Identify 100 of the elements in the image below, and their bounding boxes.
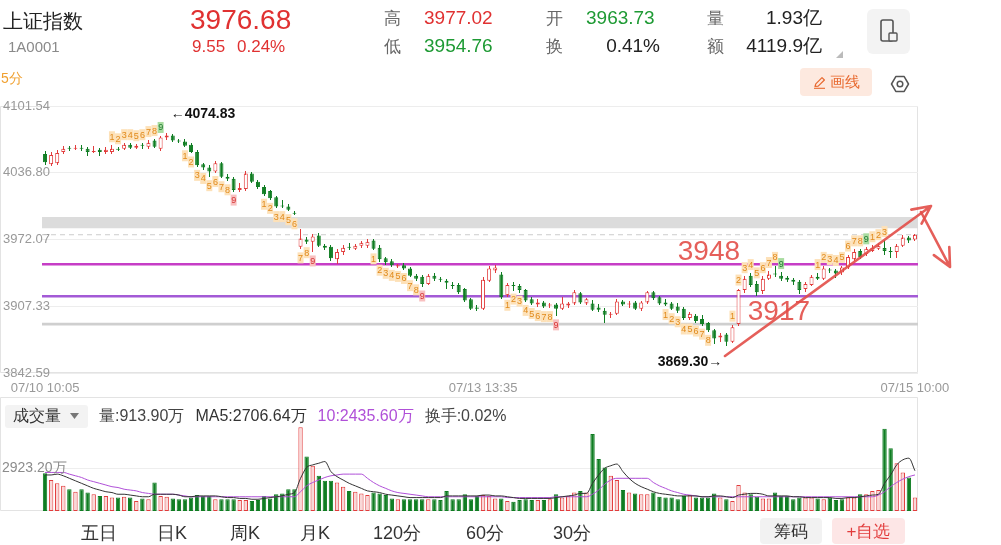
text: 4 (523, 305, 529, 316)
text: 9 (863, 233, 869, 244)
text: 7 (766, 257, 772, 268)
text: 4 (200, 173, 206, 184)
text: 1 (182, 150, 188, 161)
text: 7 (851, 235, 857, 246)
text: 周K (229, 521, 261, 545)
text: 5 (395, 271, 401, 282)
y-tick-label: 3907.33 (3, 297, 50, 313)
text: 3 (517, 296, 523, 307)
dropdown-button: 成交量 (5, 404, 88, 428)
text: 30分 (552, 521, 592, 545)
text: 10:2435.60万 (317, 405, 414, 426)
text: 量:913.90万 (99, 405, 185, 426)
text: 8 (152, 125, 158, 136)
text: 3954.76 (424, 34, 493, 58)
text: 0.24% (237, 35, 286, 57)
text: 1 (869, 231, 875, 242)
text: 8 (547, 311, 553, 322)
text: 9 (778, 258, 784, 269)
text: 60分 (465, 521, 505, 545)
text: 2 (875, 229, 881, 240)
text: 8 (225, 184, 231, 195)
text: 6 (845, 241, 851, 252)
text: 1 (663, 309, 669, 320)
text: 4 (389, 270, 395, 281)
text: 4119.9亿 (746, 34, 822, 58)
text: 7 (541, 311, 547, 322)
text: 2 (267, 203, 273, 214)
text: 5 (687, 323, 693, 334)
text: 换手:0.02% (424, 405, 507, 426)
text: 3 (742, 262, 748, 273)
text: 7 (145, 126, 151, 137)
text: 6 (401, 273, 407, 284)
x-tick-label: 07/15 10:00 (880, 380, 950, 396)
text: 4 (681, 323, 687, 334)
text: 五日 (81, 521, 117, 545)
annotation: 3869.30→ (657, 353, 723, 370)
text: 6 (693, 326, 699, 337)
text: 9 (231, 195, 237, 206)
text: 5 (285, 214, 291, 225)
text: 9 (553, 319, 559, 330)
text: 2 (115, 133, 121, 144)
text: 1A0001 (8, 36, 60, 56)
x-tick-label: 07/13 13:35 (448, 380, 518, 396)
text: MA5:2706.64万 (195, 405, 307, 426)
text: 2 (821, 252, 827, 263)
text: 月K (299, 521, 331, 545)
text: 8 (304, 247, 310, 258)
text: 2 (669, 313, 675, 324)
text: 高 (384, 7, 401, 29)
text: 上证指数 (3, 8, 83, 34)
text: 1.93亿 (766, 6, 822, 30)
text: 2 (188, 156, 194, 167)
text: 换 (546, 35, 563, 57)
text: 3976.68 (190, 2, 292, 37)
text: 120分 (372, 521, 422, 545)
ref-line-label: 2923.20万 (2, 459, 67, 476)
text: 3 (194, 170, 200, 181)
text: 2 (377, 265, 383, 276)
x-tick-label: 07/10 10:05 (10, 380, 80, 396)
text: 1 (504, 300, 510, 311)
text: 3 (675, 316, 681, 327)
text: 2 (736, 275, 742, 286)
text: 3 (827, 254, 833, 265)
text: 1 (815, 259, 821, 270)
text: 7 (407, 280, 413, 291)
y-tick-label: 3842.59 (3, 364, 50, 380)
y-tick-label: 4101.54 (3, 97, 50, 113)
text: 4 (748, 259, 754, 270)
text: 9.55 (192, 35, 226, 57)
text: 5 (839, 252, 845, 263)
text: 6 (535, 310, 541, 321)
text: 5 (529, 308, 535, 319)
text: 日K (156, 521, 188, 545)
text: 开 (546, 7, 563, 29)
annotation: ←4074.83 (170, 104, 236, 121)
text: 额 (707, 35, 724, 57)
text: 3 (121, 129, 127, 140)
text: 1 (109, 131, 115, 142)
text: 8 (772, 252, 778, 263)
text: 0.41% (606, 34, 660, 58)
text: 量 (707, 7, 724, 29)
text: 2 (510, 294, 516, 305)
text: 9 (310, 255, 316, 266)
text: 6 (760, 262, 766, 273)
y-tick-label: 4036.80 (3, 164, 50, 180)
text: 3 (882, 226, 888, 237)
text: 7 (699, 329, 705, 340)
text: 7 (218, 181, 224, 192)
text: 1 (371, 253, 377, 264)
text: 1 (261, 199, 267, 210)
text: 9 (419, 290, 425, 301)
text: 4 (127, 129, 133, 140)
text: 5分 (1, 69, 23, 87)
text: 8 (705, 335, 711, 346)
text: 6 (139, 129, 145, 140)
chips-button: 筹码 (760, 518, 822, 544)
text: 7 (298, 252, 304, 263)
text: 6 (291, 218, 297, 229)
